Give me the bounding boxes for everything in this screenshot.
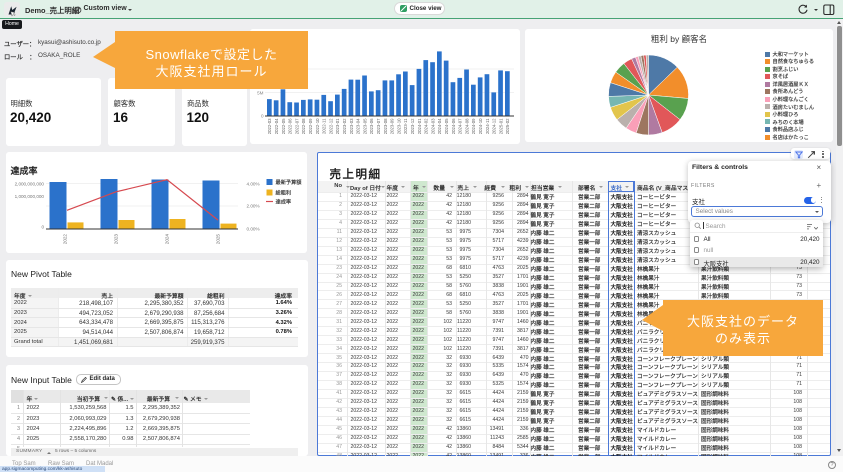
svg-text:2024: 2024 [164,234,169,245]
svg-text:2023-12: 2023-12 [410,118,415,134]
svg-text:1,000,000,000: 1,000,000,000 [14,194,44,199]
svg-text:2022-10: 2022-10 [315,118,320,134]
svg-text:2.00%: 2.00% [246,204,259,209]
svg-text:5M: 5M [257,90,264,95]
svg-text:2022-12: 2022-12 [328,118,333,134]
svg-text:2023-09: 2023-09 [390,118,395,134]
svg-text:2024-11: 2024-11 [485,118,490,134]
svg-text:2024-12: 2024-12 [492,118,497,134]
svg-text:2025-02: 2025-02 [505,118,510,134]
svg-text:2023-10: 2023-10 [396,118,401,134]
svg-text:2023-01: 2023-01 [335,118,340,134]
svg-text:2022-03: 2022-03 [267,118,272,134]
svg-text:2023-11: 2023-11 [403,118,408,134]
svg-text:0: 0 [261,113,264,118]
svg-text:2024-04: 2024-04 [437,118,442,134]
svg-text:2025-01: 2025-01 [498,118,503,134]
svg-text:2024-03: 2024-03 [430,118,435,134]
svg-text:2024-02: 2024-02 [424,118,429,134]
svg-text:2024-09: 2024-09 [471,118,476,134]
svg-text:2025: 2025 [215,234,220,245]
svg-text:2,000,000,000: 2,000,000,000 [14,182,44,187]
svg-text:2022-09: 2022-09 [308,118,313,134]
svg-text:2022-04: 2022-04 [274,118,279,134]
svg-text:2023-06: 2023-06 [369,118,374,134]
svg-text:2022-08: 2022-08 [301,118,306,134]
svg-text:2023-02: 2023-02 [342,118,347,134]
svg-text:2023-05: 2023-05 [363,118,368,134]
svg-text:2024-07: 2024-07 [458,118,463,134]
svg-text:達成率: 達成率 [275,198,291,206]
svg-text:2022: 2022 [62,234,67,245]
svg-text:2022-07: 2022-07 [295,118,300,134]
svg-text:2023-03: 2023-03 [349,118,354,134]
svg-text:2023-08: 2023-08 [383,118,388,134]
svg-text:総粗利: 総粗利 [275,189,291,197]
svg-text:2022-06: 2022-06 [288,118,293,134]
svg-text:0: 0 [41,225,44,230]
svg-text:2023: 2023 [113,234,118,245]
svg-text:2023-04: 2023-04 [356,118,361,134]
svg-text:2024-08: 2024-08 [464,118,469,134]
svg-text:2024-10: 2024-10 [478,118,483,134]
svg-text:2024-06: 2024-06 [451,118,456,134]
svg-text:2022-11: 2022-11 [322,118,327,134]
svg-text:2022-05: 2022-05 [281,118,286,134]
svg-text:2023-07: 2023-07 [376,118,381,134]
svg-text:0.00%: 0.00% [246,227,259,232]
svg-text:2024-01: 2024-01 [417,118,422,134]
svg-text:2024-05: 2024-05 [444,118,449,134]
svg-text:4.00%: 4.00% [246,182,259,187]
svg-text:最新予算額: 最新予算額 [275,178,302,186]
